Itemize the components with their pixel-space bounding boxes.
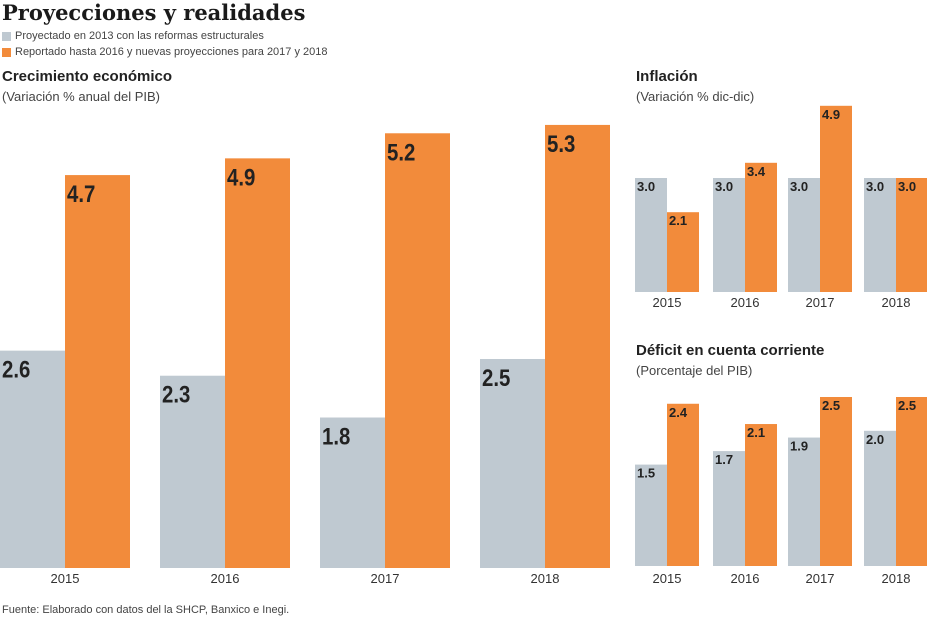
growth-bar-reported-2015 — [65, 175, 130, 568]
deficit-data-label: 1.7 — [715, 452, 733, 467]
page-title: Proyecciones y realidades — [2, 0, 306, 25]
deficit-bar-reported-2017 — [820, 397, 852, 566]
inflation-data-label: 4.9 — [822, 107, 840, 122]
growth-data-label: 4.7 — [67, 181, 95, 208]
inflation-chart-title: Inflación — [636, 68, 698, 85]
legend-item-projected: Proyectado en 2013 con las reformas estr… — [2, 30, 264, 42]
legend-swatch-orange — [2, 47, 11, 57]
inflation-bar-reported-2015 — [667, 212, 699, 292]
growth-x-tick-label: 2016 — [211, 571, 240, 586]
legend-swatch-gray — [2, 31, 11, 41]
growth-data-label: 2.6 — [2, 356, 30, 383]
inflation-data-label: 3.0 — [637, 179, 655, 194]
growth-bar-projected-2018 — [480, 359, 545, 568]
inflation-data-label: 3.0 — [790, 179, 808, 194]
growth-data-label: 2.3 — [162, 381, 190, 408]
deficit-bar-projected-2015 — [635, 464, 667, 566]
deficit-bar-projected-2016 — [713, 451, 745, 566]
deficit-data-label: 2.4 — [669, 405, 688, 420]
inflation-data-label: 2.1 — [669, 213, 687, 228]
inflation-bar-projected-2015 — [635, 178, 667, 292]
deficit-x-tick-label: 2015 — [653, 571, 682, 586]
inflation-bar-reported-2018 — [896, 178, 927, 292]
growth-x-tick-label: 2018 — [531, 571, 560, 586]
legend-label: Reportado hasta 2016 y nuevas proyeccion… — [15, 46, 328, 58]
growth-chart-subtitle: (Variación % anual del PIB) — [2, 89, 161, 104]
inflation-x-tick-label: 2016 — [731, 295, 760, 310]
source-note: Fuente: Elaborado con datos del la SHCP,… — [2, 604, 290, 616]
inflation-data-label: 3.0 — [715, 179, 733, 194]
deficit-bar-reported-2018 — [896, 397, 927, 566]
deficit-x-tick-label: 2017 — [806, 571, 835, 586]
growth-x-tick-label: 2017 — [371, 571, 400, 586]
deficit-x-tick-label: 2018 — [882, 571, 911, 586]
inflation-data-label: 3.0 — [866, 179, 884, 194]
deficit-data-label: 2.0 — [866, 432, 884, 447]
growth-data-label: 1.8 — [322, 423, 350, 450]
deficit-bar-projected-2018 — [864, 430, 896, 566]
growth-x-tick-label: 2015 — [51, 571, 80, 586]
deficit-x-tick-label: 2016 — [731, 571, 760, 586]
growth-bar-projected-2015 — [0, 350, 65, 568]
growth-bar-reported-2017 — [385, 133, 450, 568]
inflation-x-tick-label: 2018 — [882, 295, 911, 310]
deficit-data-label: 2.1 — [747, 425, 765, 440]
inflation-bar-reported-2016 — [745, 162, 777, 292]
growth-bar-projected-2016 — [160, 375, 225, 568]
deficit-data-label: 1.9 — [790, 439, 808, 454]
growth-bar-reported-2018 — [545, 124, 610, 569]
inflation-x-tick-label: 2015 — [653, 295, 682, 310]
deficit-chart-subtitle: (Porcentaje del PIB) — [636, 363, 753, 378]
growth-bar-projected-2017 — [320, 417, 385, 568]
deficit-chart-title: Déficit en cuenta corriente — [636, 342, 825, 359]
inflation-data-label: 3.4 — [747, 164, 766, 179]
inflation-x-tick-label: 2017 — [806, 295, 835, 310]
growth-data-label: 2.5 — [482, 364, 510, 391]
growth-data-label: 5.3 — [547, 130, 575, 157]
growth-chart-title: Crecimiento económico — [2, 68, 173, 85]
legend-item-reported: Reportado hasta 2016 y nuevas proyeccion… — [2, 46, 328, 58]
deficit-bar-reported-2016 — [745, 424, 777, 566]
inflation-bar-reported-2017 — [820, 105, 852, 292]
growth-bar-reported-2016 — [225, 158, 290, 569]
deficit-data-label: 1.5 — [637, 466, 655, 481]
growth-data-label: 5.2 — [387, 139, 415, 166]
deficit-data-label: 2.5 — [898, 398, 916, 413]
deficit-data-label: 2.5 — [822, 398, 840, 413]
legend-label: Proyectado en 2013 con las reformas estr… — [15, 30, 264, 42]
inflation-bar-projected-2017 — [788, 178, 820, 292]
inflation-chart-subtitle: (Variación % dic-dic) — [636, 89, 755, 104]
deficit-bar-reported-2015 — [667, 403, 699, 566]
inflation-bar-projected-2018 — [864, 178, 896, 292]
inflation-bar-projected-2016 — [713, 178, 745, 292]
growth-data-label: 4.9 — [227, 164, 255, 191]
deficit-bar-projected-2017 — [788, 437, 820, 566]
inflation-data-label: 3.0 — [898, 179, 916, 194]
